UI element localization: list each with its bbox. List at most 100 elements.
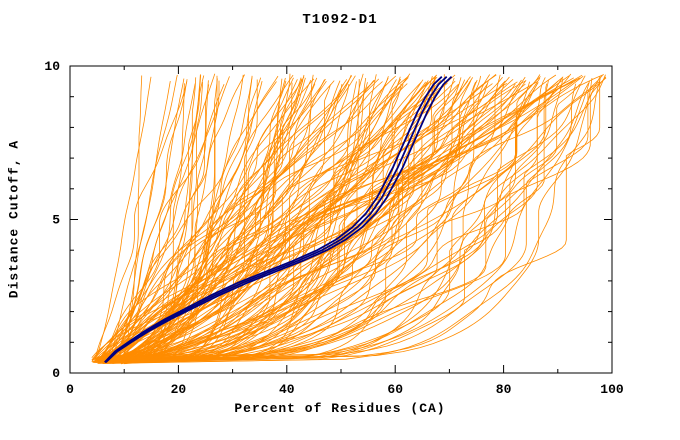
y-tick-label: 5 [52, 213, 60, 228]
model-curve [122, 77, 389, 360]
model-curve [113, 80, 601, 364]
model-curve [112, 80, 559, 364]
model-curve [97, 80, 456, 364]
model-curve [110, 75, 586, 364]
model-curve [120, 81, 263, 363]
model-curve [122, 74, 201, 360]
model-curve [98, 75, 603, 362]
model-curve [97, 80, 350, 362]
model-curve [94, 79, 601, 361]
model-curve [95, 82, 368, 363]
model-curve [119, 74, 501, 362]
model-curve [102, 83, 505, 362]
model-curve [113, 76, 563, 361]
model-curve [117, 84, 331, 364]
model-curve [94, 78, 564, 361]
model-curve [100, 73, 572, 360]
model-curve [95, 77, 541, 360]
x-tick-label: 80 [496, 382, 512, 397]
model-curve [102, 83, 489, 361]
x-tick-label: 0 [66, 382, 74, 397]
model-curve [119, 77, 593, 361]
model-curve [115, 77, 294, 361]
model-curve [111, 81, 489, 360]
model-curve [112, 80, 469, 359]
model-curve [122, 76, 564, 360]
model-curve [120, 78, 218, 364]
model-curve [92, 75, 218, 363]
model-curve [121, 80, 590, 360]
model-curve [118, 74, 491, 363]
model-curve [110, 77, 607, 361]
highlight-curve [104, 76, 448, 363]
model-curve [94, 76, 152, 364]
model-curve [103, 81, 427, 361]
model-curve [117, 83, 185, 360]
model-curve [92, 81, 357, 362]
model-curve [121, 82, 590, 363]
model-curve [104, 78, 380, 359]
y-tick-label: 10 [44, 59, 60, 74]
model-curve [110, 83, 516, 360]
model-curve [113, 76, 601, 363]
model-curve [112, 76, 526, 359]
highlight-curve [105, 76, 453, 363]
model-curve [109, 74, 606, 363]
model-curve [93, 74, 541, 359]
model-curve [111, 76, 230, 362]
model-curve [101, 79, 376, 363]
model-curve [109, 75, 205, 363]
model-curve [94, 77, 503, 359]
model-curve [123, 83, 577, 359]
model-curve [108, 83, 402, 364]
model-curve [123, 74, 305, 359]
model-curve [108, 76, 471, 362]
model-curve [118, 76, 510, 360]
chart-title: T1092-D1 [302, 12, 378, 28]
model-curve [116, 77, 286, 364]
model-curve [105, 80, 472, 364]
model-curve [122, 84, 350, 362]
model-curve [115, 78, 283, 361]
model-curve [100, 81, 277, 361]
model-curve [100, 80, 506, 361]
model-curve [108, 83, 196, 364]
highlight-curve [104, 76, 443, 363]
model-curve [98, 83, 343, 361]
model-curve [108, 76, 305, 364]
y-axis-label: Distance Cutoff, A [6, 139, 22, 299]
model-curve [107, 74, 245, 363]
model-curve [112, 75, 143, 361]
x-tick-label: 40 [279, 382, 295, 397]
model-curve [94, 81, 188, 359]
model-curve [110, 76, 438, 363]
y-tick-label: 0 [52, 366, 60, 381]
model-curve [108, 74, 178, 361]
model-curve [98, 83, 408, 359]
x-axis-label: Percent of Residues (CA) [234, 401, 446, 416]
x-tick-label: 20 [171, 382, 187, 397]
model-curve [101, 84, 225, 359]
model-curve [112, 75, 202, 364]
model-curve [107, 77, 462, 361]
model-curve [123, 79, 442, 360]
model-curve [102, 74, 294, 363]
model-curve [91, 77, 581, 361]
model-curve [115, 74, 557, 359]
model-curve [113, 78, 303, 361]
model-curve [109, 76, 607, 362]
model-curve [98, 79, 527, 359]
model-curve [102, 80, 549, 364]
model-curve [122, 75, 409, 361]
model-curve [120, 80, 429, 362]
model-curve [105, 77, 409, 363]
x-tick-label: 100 [600, 382, 624, 397]
model-curve [118, 82, 448, 361]
model-curve [97, 78, 402, 359]
model-curve [121, 83, 548, 363]
model-curve [115, 83, 526, 363]
model-curve [96, 74, 352, 360]
x-tick-label: 60 [387, 382, 403, 397]
